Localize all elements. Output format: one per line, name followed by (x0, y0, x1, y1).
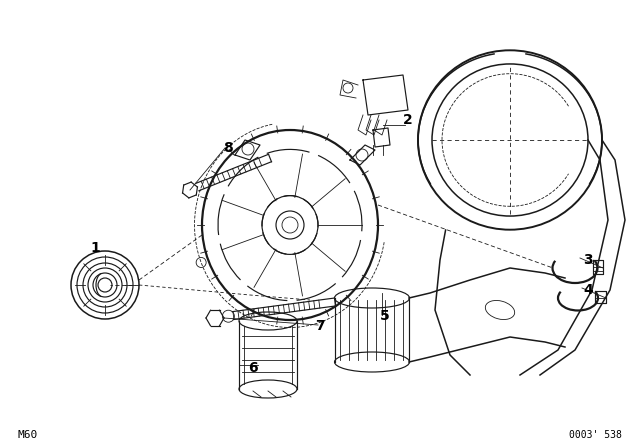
Text: 3: 3 (583, 253, 593, 267)
Text: 0003' 538: 0003' 538 (569, 430, 622, 440)
Text: 6: 6 (248, 361, 258, 375)
Text: 5: 5 (380, 309, 390, 323)
Text: 1: 1 (90, 241, 100, 255)
Text: M60: M60 (18, 430, 38, 440)
Text: 2: 2 (403, 113, 413, 127)
Text: 7: 7 (315, 319, 325, 333)
Text: 8: 8 (223, 141, 233, 155)
Text: 4: 4 (583, 283, 593, 297)
